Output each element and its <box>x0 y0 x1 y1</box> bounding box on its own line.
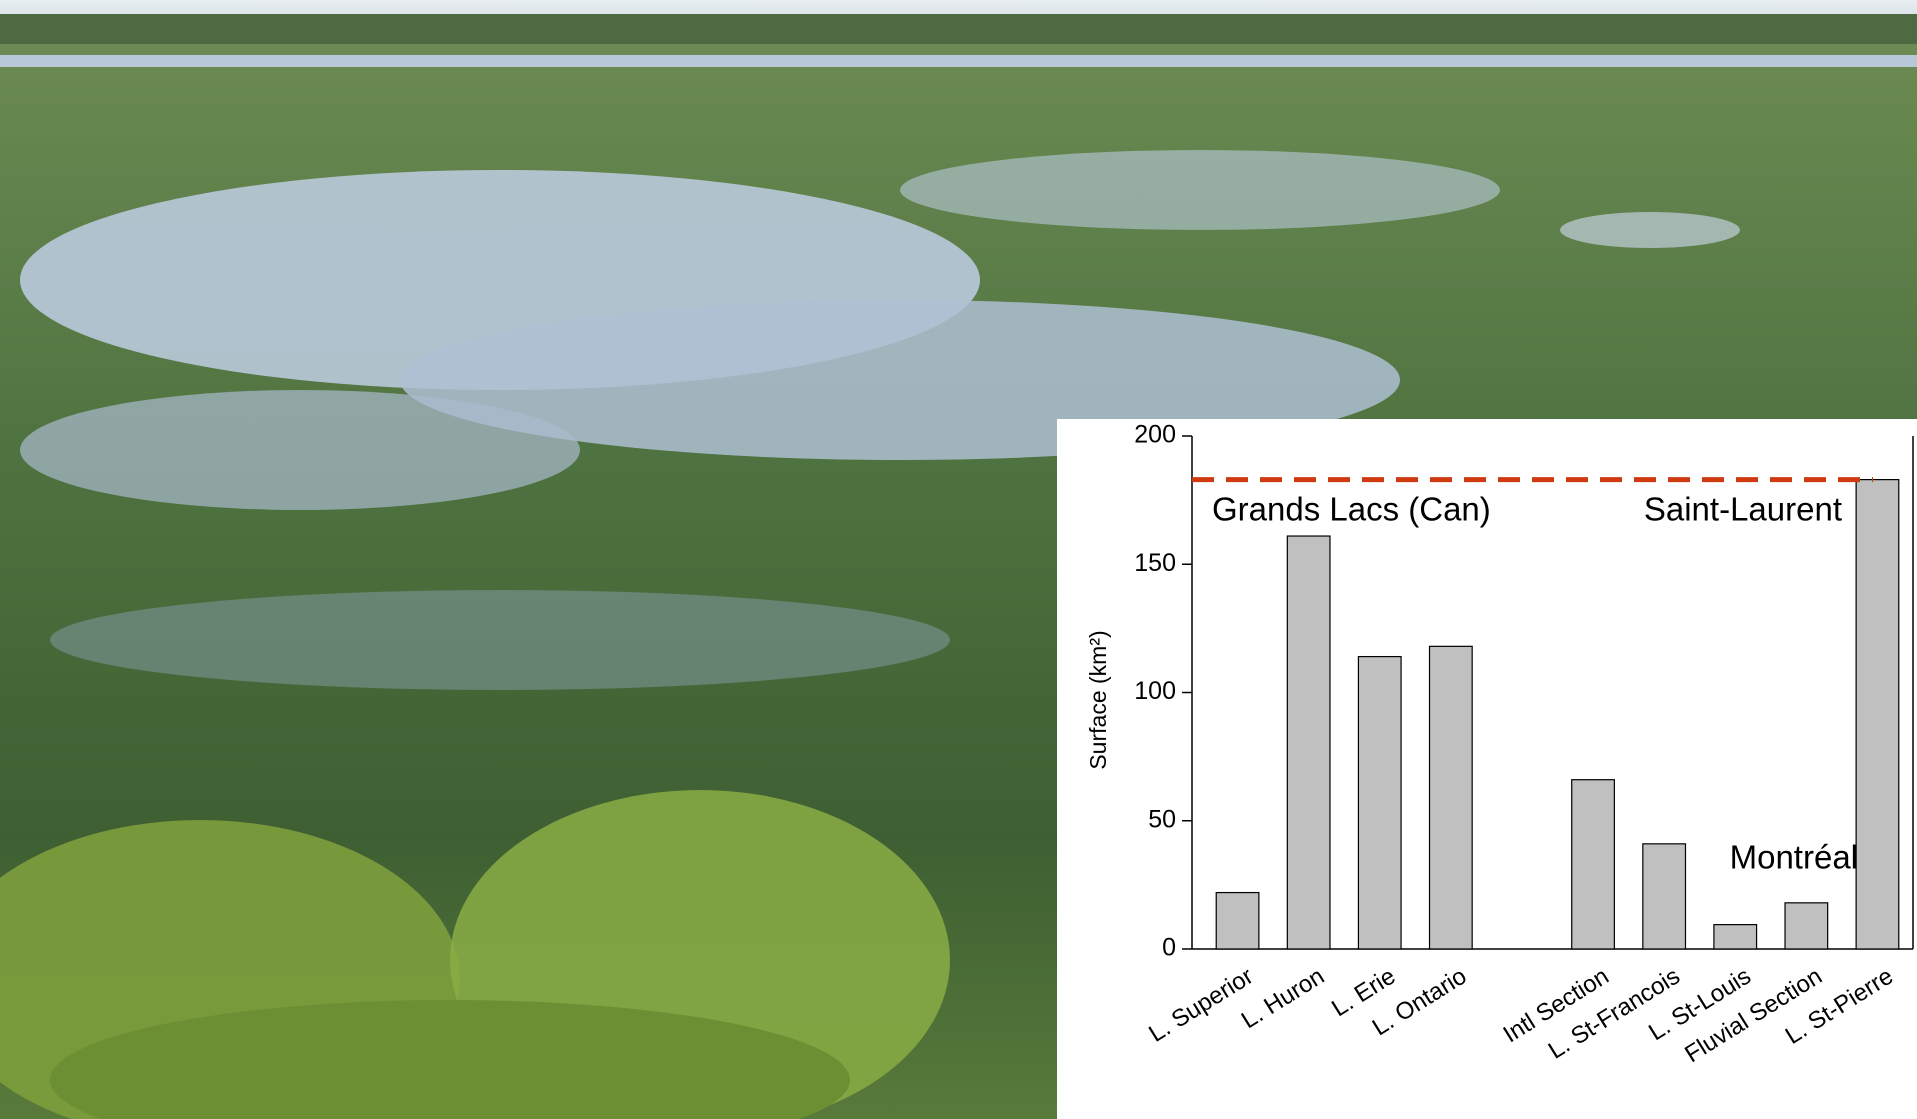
annotation: Saint-Laurent <box>1644 491 1842 528</box>
bar <box>1714 925 1757 949</box>
bar <box>1572 780 1615 949</box>
annotation: Grands Lacs (Can) <box>1212 491 1491 528</box>
y-axis-label: Surface (km²) <box>1085 630 1111 769</box>
y-tick-label: 50 <box>1148 805 1176 833</box>
bar <box>1856 480 1899 949</box>
bar <box>1287 536 1330 949</box>
y-tick-label: 0 <box>1162 934 1176 962</box>
bar <box>1430 646 1473 949</box>
y-tick-label: 100 <box>1134 677 1176 705</box>
bar <box>1643 844 1686 949</box>
bar <box>1785 903 1828 949</box>
bar <box>1358 657 1401 949</box>
bar <box>1216 893 1259 949</box>
y-tick-label: 150 <box>1134 549 1176 577</box>
y-tick-label: 200 <box>1134 421 1176 449</box>
annotation: Montréal <box>1730 839 1858 876</box>
page: Surface (km²) 050100150200L. SuperiorL. … <box>0 0 1917 1119</box>
